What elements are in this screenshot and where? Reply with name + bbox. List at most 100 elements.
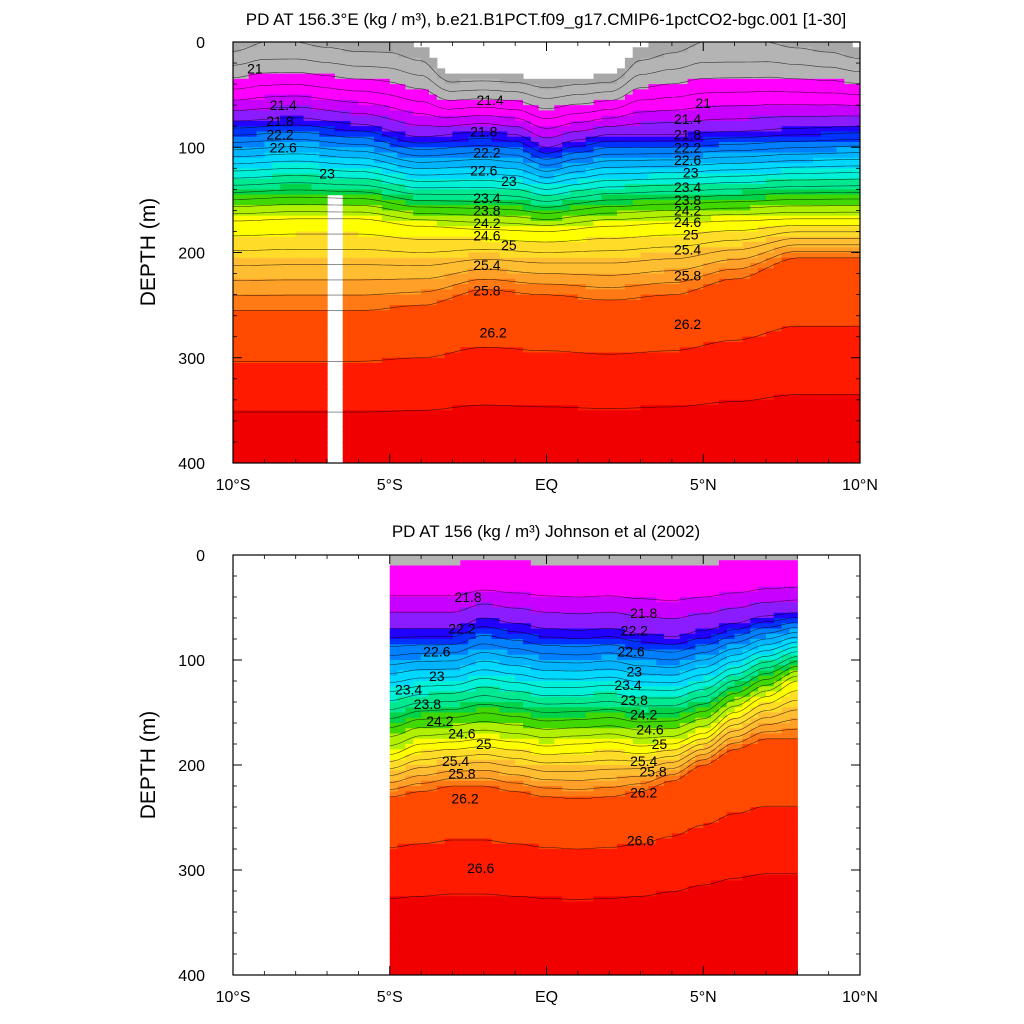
- top-field-cell: [703, 68, 712, 75]
- top-field-cell: [444, 389, 454, 396]
- top-field-cell: [695, 415, 704, 422]
- top-field-cell: [718, 299, 728, 306]
- top-field-cell: [703, 441, 712, 448]
- top-field-cell: [515, 215, 524, 222]
- top-field-cell: [491, 205, 501, 211]
- top-field-cell: [389, 399, 399, 406]
- top-field-cell: [742, 289, 751, 296]
- top-field-cell: [554, 310, 563, 317]
- top-field-cell: [436, 305, 446, 311]
- top-field-cell: [538, 99, 548, 106]
- top-field-cell: [350, 368, 359, 375]
- top-field-cell: [538, 220, 548, 227]
- top-field-cell: [280, 436, 289, 443]
- top-field-cell: [570, 389, 579, 396]
- top-field-cell: [452, 284, 461, 290]
- top-field-cell: [742, 336, 751, 343]
- top-field-cell: [303, 63, 312, 69]
- top-field-cell: [350, 226, 359, 233]
- top-field-cell: [295, 252, 305, 259]
- top-field-cell: [546, 426, 555, 433]
- top-field-cell: [711, 78, 720, 85]
- top-field-cell: [711, 357, 720, 364]
- top-field-cell: [303, 210, 312, 217]
- top-field-cell: [726, 42, 736, 48]
- top-field-cell: [538, 268, 548, 275]
- top-field-cell: [601, 320, 610, 327]
- top-field-cell: [577, 326, 587, 333]
- top-field-cell: [389, 189, 399, 196]
- top-field-cell: [311, 410, 320, 417]
- top-field-cell: [530, 326, 540, 333]
- top-field-cell: [671, 305, 681, 311]
- top-field-cell: [295, 152, 305, 159]
- top-field-cell: [280, 378, 289, 385]
- top-field-cell: [679, 157, 689, 164]
- top-field-cell: [577, 173, 587, 180]
- top-field-cell: [499, 415, 508, 422]
- top-field-cell: [577, 94, 587, 101]
- top-field-cell: [444, 452, 454, 459]
- top-field-cell: [656, 236, 665, 243]
- top-field-cell: [601, 94, 610, 101]
- top-field-cell: [554, 331, 563, 338]
- top-field-cell: [491, 431, 501, 438]
- top-field-cell: [718, 415, 728, 422]
- top-field-cell: [240, 126, 250, 133]
- top-field-cell: [648, 42, 657, 48]
- top-field-cell: [428, 73, 438, 80]
- top-field-cell: [718, 131, 728, 138]
- top-field-cell: [703, 320, 712, 327]
- top-field-cell: [617, 147, 626, 154]
- top-field-cell: [507, 226, 516, 233]
- top-field-cell: [483, 326, 493, 333]
- top-field-cell: [295, 73, 305, 80]
- top-field-cell: [295, 52, 305, 59]
- top-field-cell: [593, 94, 602, 101]
- top-field-cell: [640, 263, 649, 269]
- top-field-cell: [381, 220, 391, 227]
- top-field-cell: [609, 194, 618, 201]
- top-field-cell: [233, 220, 242, 227]
- top-field-cell: [609, 89, 618, 96]
- top-field-cell: [358, 152, 367, 159]
- top-field-cell: [632, 336, 642, 343]
- top-field-cell: [436, 331, 446, 338]
- top-field-cell: [381, 394, 391, 401]
- top-field-cell: [711, 289, 720, 296]
- top-field-cell: [366, 247, 375, 254]
- top-field-cell: [295, 68, 305, 75]
- top-field-cell: [679, 178, 689, 185]
- top-field-cell: [695, 241, 704, 248]
- top-field-cell: [522, 299, 532, 306]
- top-field-cell: [726, 368, 736, 375]
- top-field-cell: [428, 368, 438, 375]
- top-field-cell: [585, 363, 595, 369]
- top-field-cell: [342, 263, 352, 269]
- top-field-cell: [530, 247, 540, 254]
- top-field-cell: [334, 168, 344, 175]
- top-field-cell: [703, 336, 712, 343]
- top-field-cell: [554, 436, 563, 443]
- top-field-cell: [679, 257, 689, 264]
- top-field-cell: [248, 178, 258, 185]
- top-field-cell: [632, 289, 642, 296]
- top-field-cell: [397, 347, 407, 354]
- top-field-cell: [617, 426, 626, 433]
- top-field-cell: [256, 205, 265, 211]
- top-field-cell: [264, 257, 273, 264]
- top-field-cell: [444, 378, 454, 385]
- top-field-cell: [358, 331, 367, 338]
- top-field-cell: [366, 220, 375, 227]
- top-field-cell: [515, 405, 524, 411]
- top-field-cell: [272, 299, 281, 306]
- top-field-cell: [374, 399, 383, 406]
- top-field-cell: [452, 357, 461, 364]
- top-field-cell: [664, 441, 673, 448]
- top-field-cell: [530, 294, 540, 301]
- top-field-cell: [240, 436, 250, 443]
- top-field-cell: [264, 436, 273, 443]
- top-field-cell: [491, 331, 501, 338]
- top-field-cell: [475, 157, 485, 164]
- top-field-cell: [413, 52, 422, 59]
